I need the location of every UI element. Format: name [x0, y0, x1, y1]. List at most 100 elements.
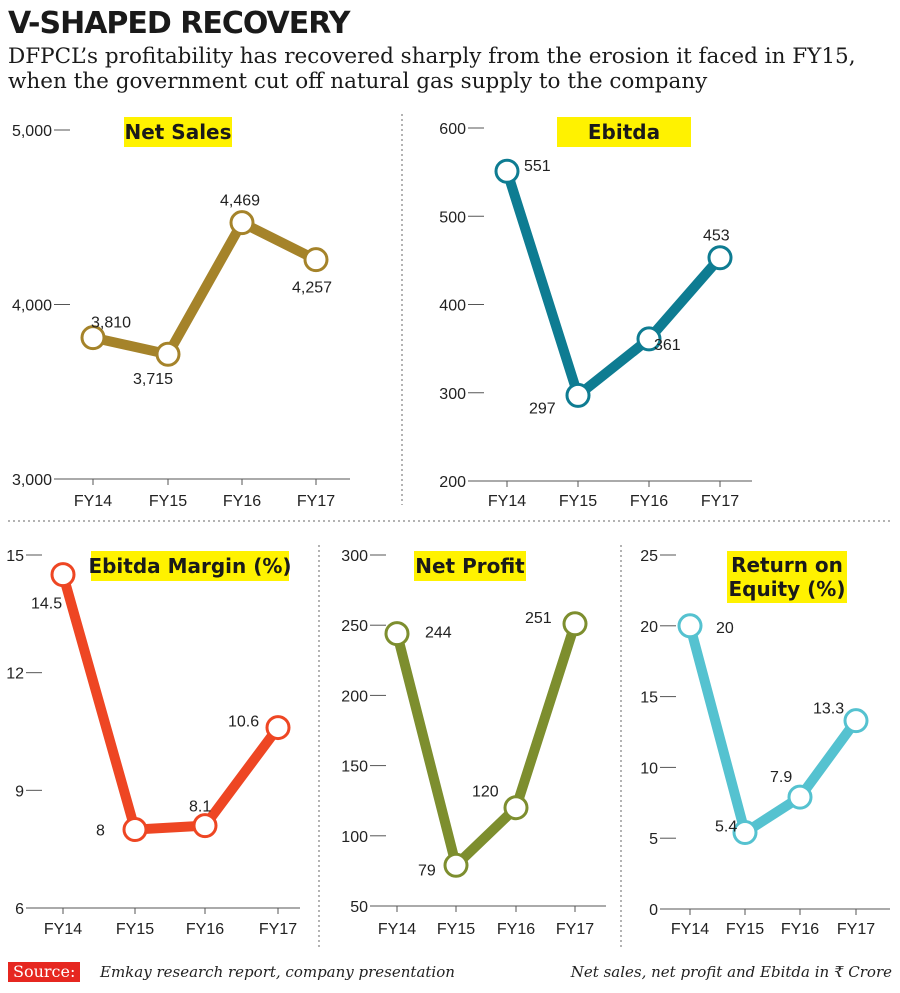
chart-title-highlight — [727, 551, 847, 603]
data-point — [565, 382, 591, 408]
series-line — [88, 217, 321, 360]
x-tick-label: FY16 — [781, 921, 819, 938]
data-label: 453 — [703, 228, 730, 245]
chart-title: Net Profit — [415, 554, 525, 578]
data-label: 14.5 — [31, 596, 62, 613]
y-tick-label: 200 — [439, 474, 466, 491]
data-label: 3,810 — [91, 315, 131, 332]
y-tick-label: 250 — [341, 618, 368, 635]
chart-title: Ebitda Margin (%) — [88, 554, 291, 578]
data-label: 10.6 — [228, 714, 259, 731]
data-point — [303, 247, 329, 273]
data-label: 251 — [525, 610, 552, 627]
y-tick-label: 10 — [640, 760, 658, 777]
data-label: 8 — [96, 823, 105, 840]
data-point — [787, 784, 813, 810]
data-point — [503, 795, 529, 821]
y-tick-label: 400 — [439, 298, 466, 315]
y-tick-label: 4,000 — [12, 298, 52, 315]
data-point — [50, 562, 76, 588]
series-line — [58, 569, 283, 835]
y-tick-label: 300 — [439, 386, 466, 403]
chart-title-highlight — [557, 117, 691, 147]
y-tick-label: 5,000 — [12, 123, 52, 140]
data-point — [265, 715, 291, 741]
data-label: 361 — [654, 337, 681, 354]
x-tick-label: FY17 — [297, 493, 335, 510]
x-tick-label: FY14 — [378, 921, 416, 938]
data-point — [443, 852, 469, 878]
source-text: Emkay research report, company presentat… — [100, 963, 455, 981]
data-label: 5.4 — [715, 819, 737, 836]
y-tick-label: 15 — [6, 548, 24, 565]
y-tick-label: 9 — [15, 783, 24, 800]
x-tick-label: FY14 — [74, 493, 112, 510]
data-point — [494, 158, 520, 184]
data-point — [636, 326, 662, 352]
y-tick-label: 6 — [15, 901, 24, 918]
data-label: 3,715 — [133, 371, 173, 388]
data-label: 79 — [418, 862, 436, 879]
chart-title-highlight — [124, 117, 232, 147]
chart-title-highlight — [414, 551, 526, 581]
y-tick-label: 50 — [350, 899, 368, 916]
data-point — [677, 613, 703, 639]
x-tick-label: FY15 — [559, 493, 597, 510]
data-label: 551 — [524, 158, 551, 175]
series-line — [392, 618, 580, 871]
y-tick-label: 500 — [439, 209, 466, 226]
x-tick-label: FY17 — [701, 493, 739, 510]
y-tick-label: 25 — [640, 548, 658, 565]
x-tick-label: FY16 — [630, 493, 668, 510]
page-title: V-SHAPED RECOVERY — [8, 6, 350, 41]
data-point — [122, 817, 148, 843]
page-subtitle: DFPCL’s profitability has recovered shar… — [8, 44, 856, 94]
y-tick-label: 20 — [640, 619, 658, 636]
chart-title: Return on — [731, 553, 843, 577]
source-label: Source: — [8, 962, 81, 982]
x-tick-label: FY15 — [116, 921, 154, 938]
data-point — [80, 325, 106, 351]
data-label: 297 — [529, 400, 556, 417]
chart-title: Ebitda — [588, 120, 660, 144]
data-label: 4,257 — [292, 280, 332, 297]
x-tick-label: FY15 — [437, 921, 475, 938]
y-tick-label: 0 — [649, 902, 658, 919]
x-tick-label: FY17 — [259, 921, 297, 938]
y-tick-label: 3,000 — [12, 472, 52, 489]
y-tick-label: 12 — [6, 666, 24, 683]
y-tick-label: 150 — [341, 759, 368, 776]
x-tick-label: FY14 — [44, 921, 82, 938]
data-point — [384, 621, 410, 647]
y-tick-label: 200 — [341, 688, 368, 705]
chart-title-highlight — [91, 551, 289, 581]
x-tick-label: FY15 — [726, 921, 764, 938]
x-tick-label: FY15 — [149, 493, 187, 510]
data-point — [229, 210, 255, 236]
data-label: 20 — [716, 620, 734, 637]
data-point — [843, 708, 869, 734]
x-tick-label: FY17 — [837, 921, 875, 938]
y-tick-label: 15 — [640, 690, 658, 707]
y-tick-label: 100 — [341, 829, 368, 846]
series-line — [685, 620, 861, 838]
x-tick-label: FY16 — [223, 493, 261, 510]
data-label: 244 — [425, 625, 452, 642]
data-label: 7.9 — [770, 769, 792, 786]
data-label: 120 — [472, 784, 499, 801]
data-point — [732, 820, 758, 846]
data-point — [562, 611, 588, 637]
x-tick-label: FY17 — [556, 921, 594, 938]
series-line — [502, 166, 725, 401]
data-point — [707, 245, 733, 271]
y-tick-label: 300 — [341, 548, 368, 565]
data-point — [155, 341, 181, 367]
data-label: 4,469 — [220, 193, 260, 210]
x-tick-label: FY16 — [186, 921, 224, 938]
x-tick-label: FY14 — [671, 921, 709, 938]
chart-title: Equity (%) — [729, 577, 846, 601]
x-tick-label: FY16 — [497, 921, 535, 938]
data-label: 13.3 — [813, 701, 844, 718]
y-tick-label: 600 — [439, 121, 466, 138]
